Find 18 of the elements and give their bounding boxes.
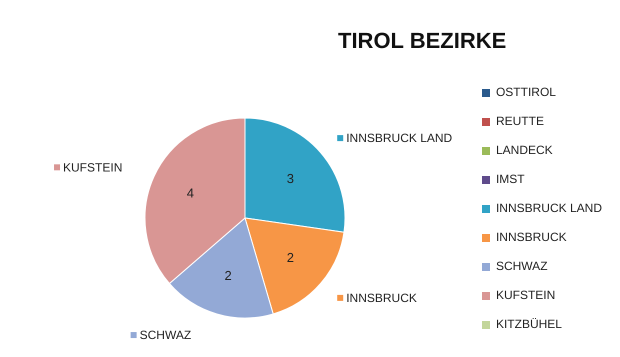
- legend-label: KUFSTEIN: [63, 160, 122, 174]
- legend-label: LANDECK: [496, 142, 553, 159]
- data-label: 3: [286, 171, 294, 186]
- data-label: 2: [224, 268, 232, 284]
- category-label: SCHWAZ: [496, 259, 548, 273]
- chart-title: TIROL BEZIRKE: [338, 28, 506, 54]
- legend-label: OSTTIROL: [496, 84, 556, 101]
- legend-label: SCHWAZ: [140, 328, 192, 342]
- legend-label: INNSBRUCK LAND: [346, 131, 453, 146]
- data-label: 2: [286, 250, 294, 265]
- category-label: INNSBRUCK LAND: [496, 201, 602, 215]
- category-label: INNSBRUCK: [496, 230, 567, 244]
- data-label: 4: [186, 186, 194, 201]
- category-label: KUFSTEIN: [496, 288, 556, 302]
- legend-label: KITZBÜHEL: [496, 316, 562, 333]
- legend-label: IMST: [496, 171, 525, 188]
- legend-label: INNSBRUCK: [346, 290, 417, 305]
- legend-label: REUTTE: [496, 113, 544, 130]
